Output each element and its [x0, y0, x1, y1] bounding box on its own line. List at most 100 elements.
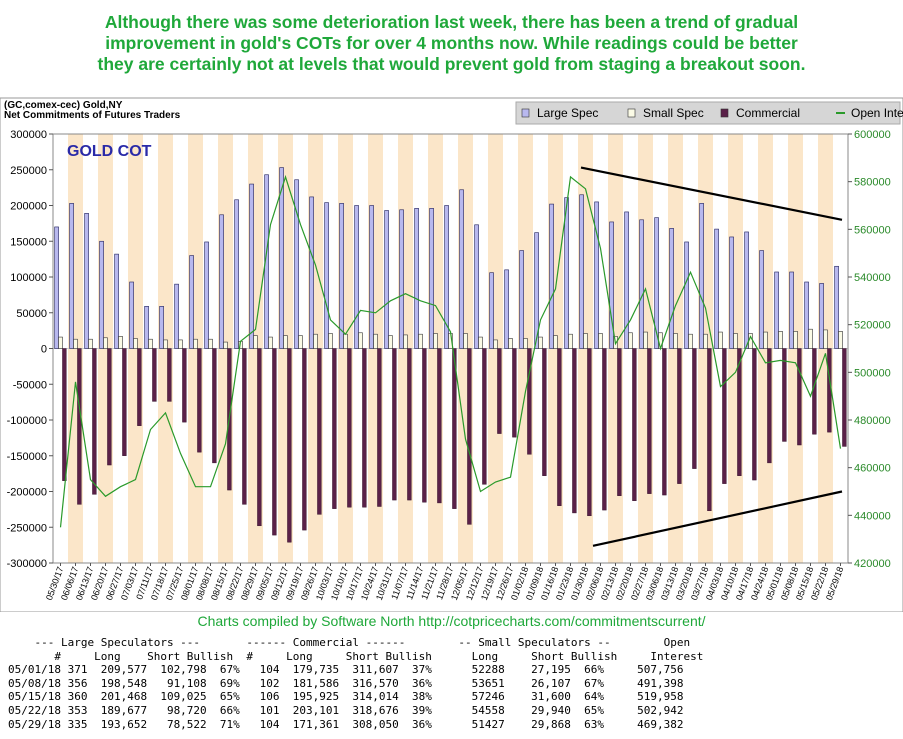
- commercial-bar: [212, 348, 217, 464]
- small-spec-bar: [628, 332, 633, 349]
- commercial-bar: [662, 348, 667, 496]
- large-spec-bar: [159, 306, 164, 349]
- y-right-tick-label: 540000: [854, 272, 891, 284]
- large-spec-bar: [759, 250, 764, 349]
- small-spec-bar: [478, 336, 483, 349]
- large-spec-bar: [594, 201, 599, 349]
- small-spec-bar: [208, 338, 213, 349]
- small-spec-bar: [283, 335, 288, 349]
- small-spec-bar: [343, 333, 348, 349]
- large-spec-bar: [714, 228, 719, 349]
- large-spec-bar: [489, 272, 494, 349]
- large-spec-bar: [309, 196, 314, 349]
- y-right-tick-label: 460000: [854, 463, 891, 475]
- large-spec-bar: [174, 283, 179, 349]
- table-row: 05/01/18 371 209,577 102,798 67% 104 179…: [8, 663, 703, 677]
- small-spec-bar: [538, 336, 543, 349]
- table-row-text: 05/15/18 360 201,468 109,025 65% 106 195…: [8, 690, 684, 704]
- trendlines: [580, 166, 843, 547]
- large-spec-bar: [204, 241, 209, 349]
- table-header-columns: # Long Short Bullish # Long Short Bullis…: [8, 649, 704, 663]
- large-spec-bar: [789, 271, 794, 349]
- table-header-groups: --- Large Speculators --- ------ Commerc…: [8, 636, 691, 649]
- small-spec-bar: [523, 338, 528, 349]
- large-spec-bar: [534, 232, 539, 349]
- cot-summary-table: --- Large Speculators --- ------ Commerc…: [8, 636, 703, 731]
- legend-swatch: [521, 108, 530, 118]
- commercial-bar: [767, 348, 772, 464]
- resistance-trendline: [580, 166, 843, 221]
- small-spec-bar: [568, 333, 573, 349]
- large-spec-bar: [249, 183, 254, 349]
- large-spec-bar: [474, 224, 479, 349]
- y-left-tick-label: -150000: [7, 451, 47, 463]
- large-spec-bar: [684, 241, 689, 349]
- y-left-tick-label: 50000: [16, 308, 47, 320]
- small-spec-bar: [223, 341, 228, 349]
- commercial-bar: [62, 348, 67, 481]
- y-left-tick-label: -300000: [7, 558, 47, 570]
- footer-credit: Charts compiled by Software North http:/…: [197, 613, 706, 629]
- small-spec-bar: [673, 333, 678, 349]
- large-spec-bar: [564, 197, 569, 349]
- commercial-bar: [542, 348, 547, 476]
- headline-line-3: they are certainly not at levels that wo…: [97, 54, 806, 74]
- small-spec-bar: [268, 336, 273, 349]
- large-spec-bar: [339, 203, 344, 349]
- y-right-tick-label: 600000: [854, 129, 891, 141]
- small-spec-bar: [583, 333, 588, 349]
- y-left-tick-label: -250000: [7, 522, 47, 534]
- commercial-bar: [557, 348, 562, 507]
- commercial-bar: [152, 348, 157, 402]
- large-spec-bar: [279, 167, 284, 349]
- y-left-tick-label: 300000: [10, 129, 47, 141]
- large-spec-bar: [384, 210, 389, 349]
- commercial-bar: [77, 348, 82, 505]
- y-right-tick-label: 440000: [854, 510, 891, 522]
- large-spec-bar: [234, 199, 239, 349]
- legend: Large Spec Small Spec Commercial Open Inter…: [515, 101, 903, 125]
- commercial-bar: [587, 348, 592, 517]
- small-spec-bar: [373, 333, 378, 349]
- commercial-bar: [782, 348, 787, 442]
- commercial-bar: [602, 348, 607, 511]
- y-right-tick-label: 480000: [854, 415, 891, 427]
- large-spec-bar: [129, 281, 134, 349]
- commercial-bar: [437, 348, 442, 504]
- headline-line-1: Although there was some deterioration la…: [104, 12, 799, 32]
- commercial-bar: [497, 348, 502, 434]
- commercial-bar: [692, 348, 697, 469]
- commercial-bar: [452, 348, 457, 509]
- small-spec-bar: [133, 338, 138, 349]
- large-spec-bar: [69, 203, 74, 349]
- small-spec-bar: [598, 333, 603, 349]
- legend-label: Small Spec: [643, 106, 704, 120]
- table-header-row: --- Large Speculators --- ------ Commerc…: [8, 636, 703, 650]
- small-spec-bar: [298, 335, 303, 349]
- small-spec-bar: [88, 338, 93, 349]
- commercial-bar: [647, 348, 652, 494]
- small-spec-bar: [703, 333, 708, 349]
- large-spec-bar: [189, 255, 194, 349]
- commercial-bar: [332, 348, 337, 509]
- small-spec-bar: [103, 337, 108, 349]
- large-spec-bar: [669, 228, 674, 349]
- support-trendline: [592, 490, 843, 547]
- large-spec-bar: [699, 203, 704, 349]
- legend-label: Large Spec: [537, 106, 598, 120]
- commercial-bar: [122, 348, 127, 456]
- headline: Although there was some deterioration la…: [0, 12, 903, 75]
- headline-line-2: improvement in gold's COTs for over 4 mo…: [105, 33, 798, 53]
- bars: [54, 167, 847, 543]
- small-spec-bar: [553, 335, 558, 349]
- small-spec-bar: [148, 338, 153, 349]
- y-right-tick-label: 520000: [854, 320, 891, 332]
- small-spec-bar: [193, 338, 198, 349]
- large-spec-bar: [654, 217, 659, 349]
- small-spec-bar: [178, 339, 183, 349]
- large-spec-bar: [219, 214, 224, 349]
- commercial-bar: [167, 348, 172, 402]
- commercial-bar: [362, 348, 367, 508]
- table-header-row: # Long Short Bullish # Long Short Bullis…: [8, 650, 703, 664]
- y-left-tick-label: 100000: [10, 272, 47, 284]
